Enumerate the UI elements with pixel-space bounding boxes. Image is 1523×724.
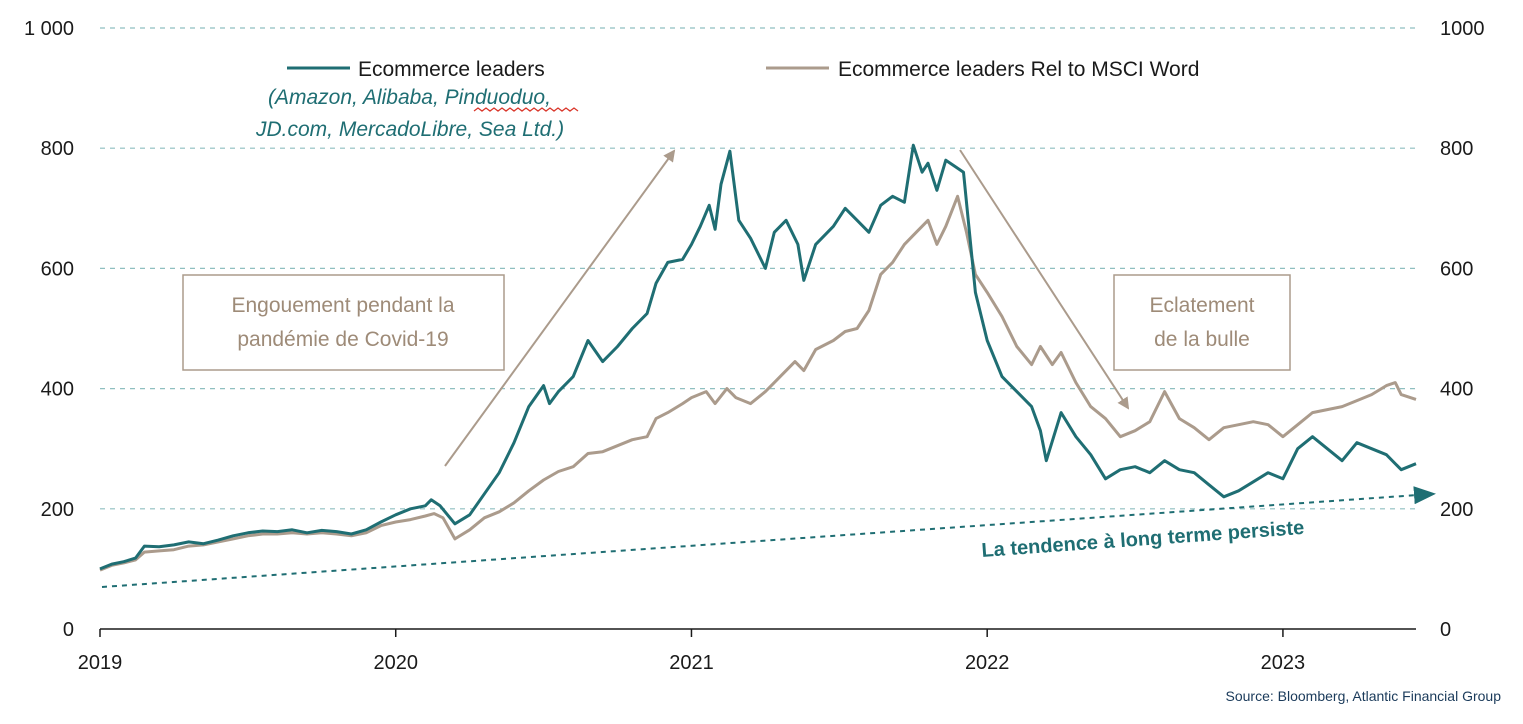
legend: Ecommerce leaders Ecommerce leaders Rel … — [255, 58, 1199, 141]
y-tick-label-right: 400 — [1440, 379, 1473, 401]
legend-label-ecommerce-rel-msci: Ecommerce leaders Rel to MSCI Word — [838, 58, 1199, 81]
x-tick-label: 2019 — [78, 652, 123, 674]
members-note-line2: JD.com, MercadoLibre, Sea Ltd.) — [255, 118, 564, 141]
annotation-bubble-line1: Eclatement — [1149, 294, 1254, 317]
annotation-box-covid: Engouement pendant la pandémie de Covid-… — [182, 274, 505, 371]
y-tick-label-left: 600 — [41, 258, 74, 280]
y-axis-ticks: 0 0 200 200 400 400 600 600 800 800 1 000 1000 — [24, 18, 1485, 641]
source-note: Source: Bloomberg, Atlantic Financial Gr… — [1226, 688, 1502, 704]
y-tick-label-left: 0 — [63, 619, 74, 641]
legend-label-ecommerce-leaders: Ecommerce leaders — [358, 58, 545, 81]
spellcheck-underline — [473, 107, 579, 112]
series-line-ecommerce-leaders — [99, 143, 1417, 571]
series-line-ecommerce-rel-msci — [99, 194, 1417, 572]
rise-arrow — [444, 149, 676, 467]
annotation-covid-line2: pandémie de Covid-19 — [237, 328, 448, 351]
y-tick-label-right: 200 — [1440, 499, 1473, 521]
x-tick-label: 2020 — [373, 652, 418, 674]
x-tick-label: 2021 — [669, 652, 714, 674]
x-tick-label: 2023 — [1261, 652, 1306, 674]
y-tick-label-right: 600 — [1440, 258, 1473, 280]
annotation-box-bubble: Eclatement de la bulle — [1113, 274, 1291, 371]
x-axis-ticks: 2019 2020 2021 2022 2023 — [78, 629, 1305, 674]
trend-label: La tendence à long terme persiste — [981, 517, 1305, 562]
y-tick-label-right: 800 — [1440, 138, 1473, 160]
annotation-covid-line1: Engouement pendant la — [231, 294, 454, 317]
members-note-line1: (Amazon, Alibaba, Pinduoduo, — [268, 86, 551, 109]
y-tick-label-left: 1 000 — [24, 18, 74, 40]
annotation-bubble-line2: de la bulle — [1154, 328, 1250, 351]
fall-arrow — [959, 149, 1130, 410]
x-tick-label: 2022 — [965, 652, 1010, 674]
y-tick-label-left: 800 — [41, 138, 74, 160]
long-term-trend-arrow — [101, 486, 1436, 588]
y-tick-label-right: 1000 — [1440, 18, 1485, 40]
y-tick-label-right: 0 — [1440, 619, 1451, 641]
y-tick-label-left: 400 — [41, 379, 74, 401]
y-tick-label-left: 200 — [41, 499, 74, 521]
